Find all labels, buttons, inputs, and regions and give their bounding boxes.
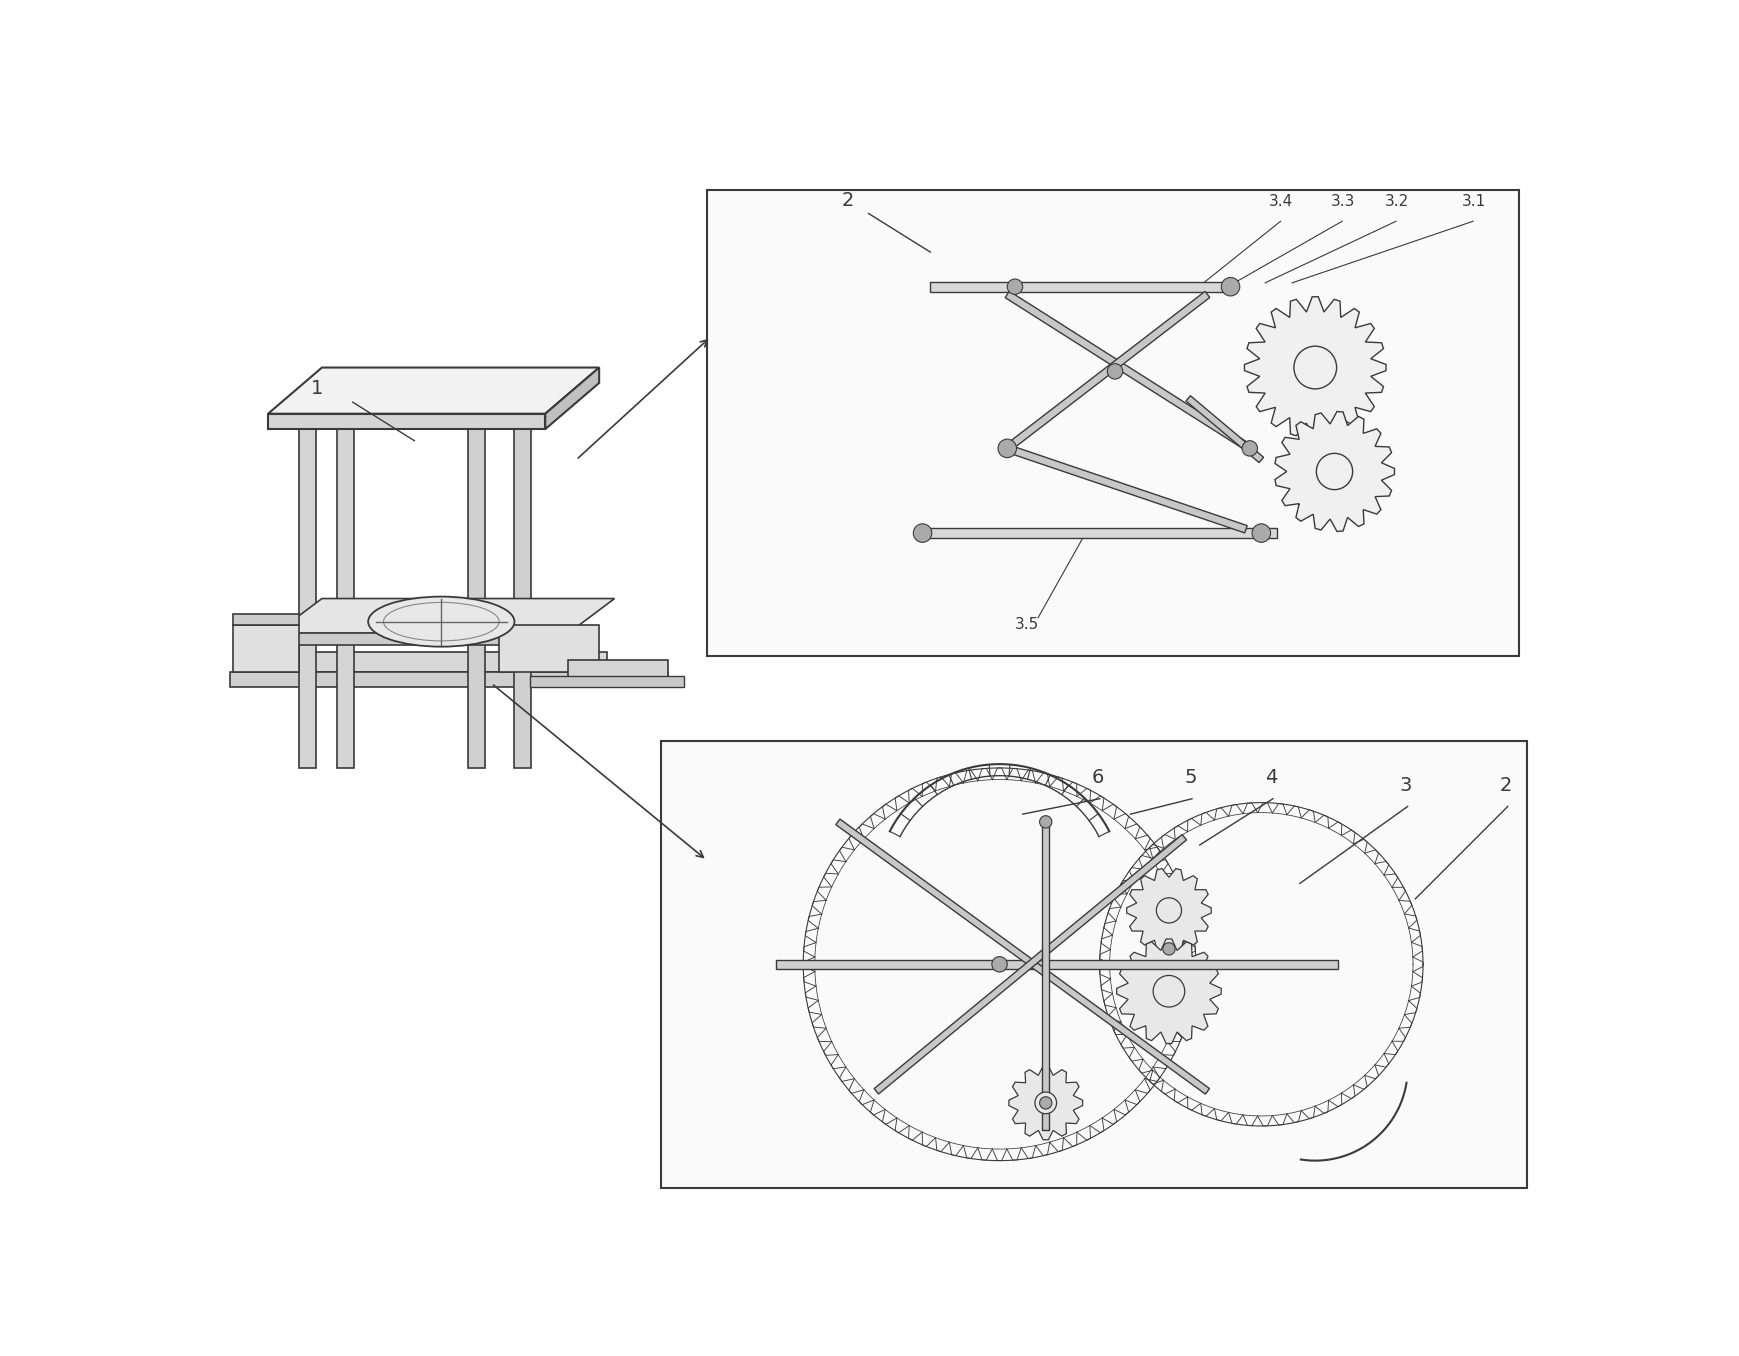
Circle shape — [1242, 441, 1257, 456]
Text: 3.3: 3.3 — [1330, 194, 1355, 209]
Polygon shape — [530, 675, 683, 687]
Polygon shape — [1005, 445, 1247, 533]
Bar — [515, 422, 530, 767]
Circle shape — [998, 439, 1016, 457]
Circle shape — [1221, 278, 1240, 296]
Polygon shape — [873, 834, 1186, 1094]
Polygon shape — [268, 367, 598, 414]
Polygon shape — [275, 598, 614, 633]
Bar — [299, 428, 315, 767]
Circle shape — [1294, 346, 1336, 389]
Circle shape — [1035, 1092, 1056, 1113]
Text: 4: 4 — [1264, 769, 1276, 788]
Bar — [468, 422, 485, 767]
Circle shape — [1162, 942, 1174, 955]
Polygon shape — [1243, 297, 1386, 438]
Text: 2: 2 — [842, 191, 854, 210]
Polygon shape — [661, 740, 1527, 1188]
Polygon shape — [275, 633, 569, 644]
Text: 5: 5 — [1184, 769, 1196, 788]
Circle shape — [1007, 279, 1023, 294]
Polygon shape — [569, 660, 668, 677]
Polygon shape — [233, 625, 299, 671]
Text: 3.5: 3.5 — [1014, 617, 1038, 632]
Text: 6: 6 — [1092, 769, 1104, 788]
Text: 3.2: 3.2 — [1384, 194, 1409, 209]
Text: 1: 1 — [310, 380, 323, 399]
Polygon shape — [835, 819, 1209, 1094]
Circle shape — [991, 956, 1007, 972]
Text: 3: 3 — [1400, 776, 1412, 795]
Polygon shape — [1275, 411, 1393, 532]
Circle shape — [913, 523, 932, 542]
Polygon shape — [930, 282, 1229, 292]
Text: 3.1: 3.1 — [1461, 194, 1485, 209]
Text: 3.4: 3.4 — [1268, 194, 1292, 209]
Circle shape — [1252, 523, 1269, 542]
Circle shape — [1156, 898, 1181, 923]
Polygon shape — [1005, 292, 1250, 452]
Polygon shape — [544, 367, 598, 428]
Polygon shape — [1127, 869, 1210, 952]
Circle shape — [1153, 975, 1184, 1008]
Polygon shape — [230, 671, 668, 687]
Polygon shape — [1116, 938, 1221, 1044]
Polygon shape — [706, 190, 1518, 656]
Polygon shape — [1009, 1066, 1082, 1140]
Circle shape — [1038, 1097, 1052, 1109]
Polygon shape — [499, 625, 598, 671]
Circle shape — [1316, 453, 1351, 490]
Polygon shape — [1042, 822, 1049, 1130]
Polygon shape — [268, 414, 544, 428]
Polygon shape — [233, 614, 299, 625]
Ellipse shape — [369, 597, 515, 647]
Bar — [337, 428, 355, 767]
Polygon shape — [922, 527, 1276, 538]
Polygon shape — [1005, 292, 1209, 452]
Circle shape — [1106, 363, 1122, 380]
Circle shape — [1038, 816, 1052, 829]
Text: 2: 2 — [1499, 776, 1511, 795]
Polygon shape — [237, 652, 607, 671]
Polygon shape — [1186, 396, 1263, 462]
Polygon shape — [776, 960, 1337, 968]
